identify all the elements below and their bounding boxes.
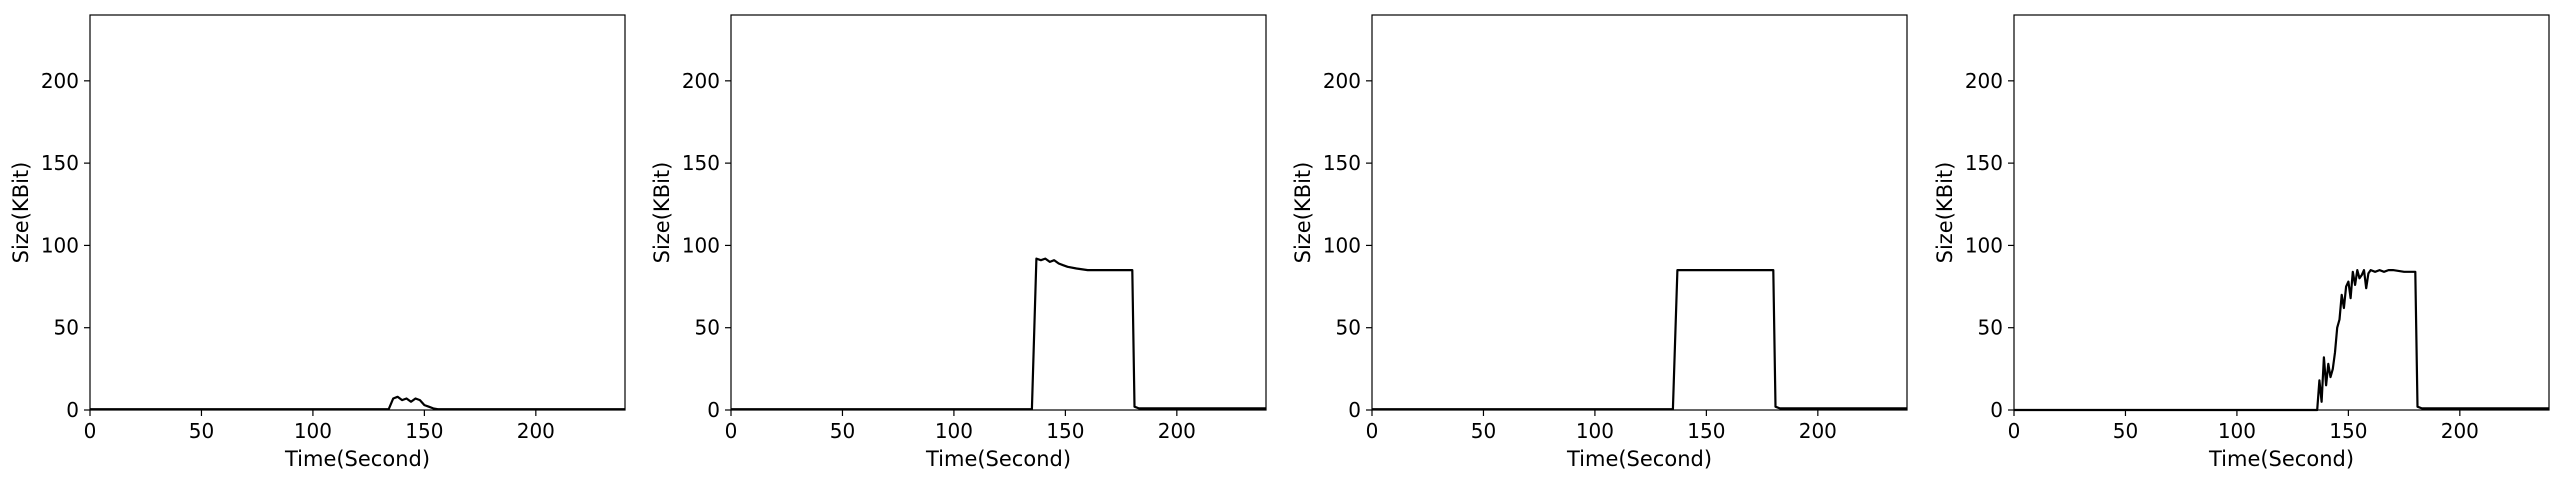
y-tick-label: 50 [1978,316,2003,340]
y-tick-label: 150 [1323,151,1361,175]
y-tick-label: 0 [707,398,720,422]
y-tick-label: 150 [1965,151,2003,175]
y-axis-label: Size(KBit) [1291,162,1315,264]
x-tick-label: 50 [189,419,214,443]
x-tick-label: 0 [1366,419,1379,443]
y-axis-label: Size(KBit) [650,162,674,264]
y-tick-label: 0 [1990,398,2003,422]
y-tick-label: 0 [1348,398,1361,422]
x-tick-label: 100 [935,419,973,443]
plot-area [730,14,1267,411]
x-tick-label: 0 [84,419,97,443]
y-tick-label: 200 [682,69,720,93]
x-tick-label: 150 [1687,419,1725,443]
series-line [731,257,1266,411]
y-tick-label: 50 [1336,316,1361,340]
series-line [1372,269,1907,411]
y-tick-label: 150 [41,151,79,175]
x-tick-label: 50 [830,419,855,443]
x-axis-label: Time(Second) [284,447,430,471]
x-tick-label: 100 [2218,419,2256,443]
x-tick-label: 0 [2008,419,2021,443]
y-tick-label: 200 [1965,69,2003,93]
x-tick-label: 100 [294,419,332,443]
x-tick-label: 150 [2329,419,2367,443]
y-tick-label: 200 [41,69,79,93]
y-axis-label: Size(KBit) [1933,162,1957,264]
y-tick-label: 100 [1965,233,2003,257]
y-tick-label: 50 [54,316,79,340]
y-tick-label: 100 [1323,233,1361,257]
y-tick-label: 200 [1323,69,1361,93]
y-tick-label: 100 [41,233,79,257]
y-tick-label: 50 [695,316,720,340]
chart-panel-3: 0 50 100 150 200 0 50 100 150 200 Time(Second) Size… [1291,14,1908,471]
plot-area [89,14,626,411]
x-tick-label: 200 [1158,419,1196,443]
y-tick-label: 0 [66,398,79,422]
series-line [90,395,625,411]
x-axis-label: Time(Second) [2208,447,2354,471]
x-tick-label: 200 [517,419,555,443]
x-tick-label: 150 [405,419,443,443]
chart-panel-4: 0 50 100 150 200 0 50 100 150 200 Time(Second) Size… [1933,14,2550,471]
x-tick-label: 50 [2113,419,2138,443]
y-tick-label: 100 [682,233,720,257]
y-axis-label: Size(KBit) [9,162,33,264]
plot-area [1371,14,1908,411]
chart-panel-2: 0 50 100 150 200 0 50 100 150 200 Time(Second) Size… [650,14,1267,471]
series-line [2014,269,2549,412]
x-axis-label: Time(Second) [1566,447,1712,471]
x-tick-label: 0 [725,419,738,443]
x-axis-label: Time(Second) [925,447,1071,471]
x-tick-label: 50 [1471,419,1496,443]
x-tick-label: 200 [2441,419,2479,443]
plot-area [2013,14,2550,411]
x-tick-label: 100 [1576,419,1614,443]
x-tick-label: 150 [1046,419,1084,443]
x-tick-label: 200 [1799,419,1837,443]
y-tick-label: 150 [682,151,720,175]
chart-panel-1: 0 50 100 150 200 0 50 100 150 200 Time(Second) Size… [9,14,626,471]
